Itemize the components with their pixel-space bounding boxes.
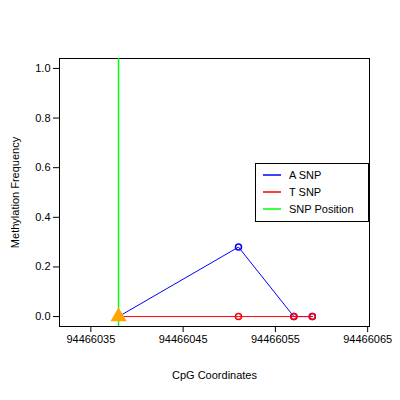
html-text:T SNP: T SNP bbox=[289, 186, 322, 198]
svg-text:94466065: 94466065 bbox=[343, 333, 392, 345]
svg-text:0.0: 0.0 bbox=[35, 310, 50, 322]
svg-text:0.8: 0.8 bbox=[35, 112, 50, 124]
svg-text:CpG Coordinates: CpG Coordinates bbox=[172, 369, 257, 381]
svg-text:0.4: 0.4 bbox=[35, 211, 50, 223]
svg-text:0.2: 0.2 bbox=[35, 260, 50, 272]
html-text:A SNP: A SNP bbox=[289, 169, 322, 181]
svg-text:94466045: 94466045 bbox=[159, 333, 208, 345]
svg-text:Methylation Frequency: Methylation Frequency bbox=[9, 136, 21, 248]
svg-text:0.6: 0.6 bbox=[35, 161, 50, 173]
svg-text:94466035: 94466035 bbox=[66, 333, 115, 345]
svg-text:1.0: 1.0 bbox=[35, 62, 50, 74]
svg-text:94466055: 94466055 bbox=[251, 333, 300, 345]
html-text:SNP Position: SNP Position bbox=[289, 203, 354, 215]
